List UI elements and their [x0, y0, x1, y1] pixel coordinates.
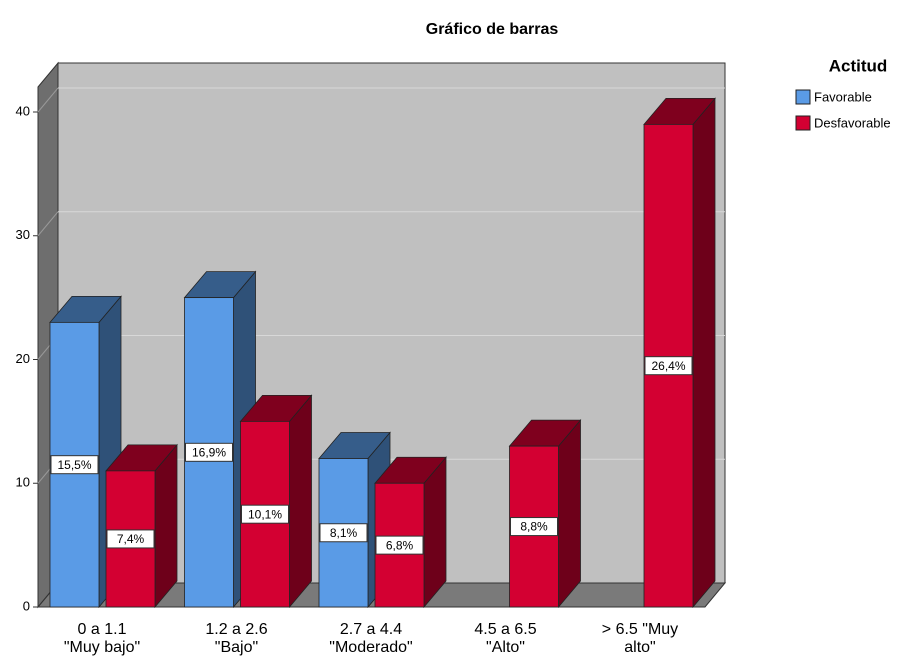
data-label-box [375, 535, 424, 555]
x-tick-label: > 6.5 "Muy alto" [602, 621, 678, 656]
x-tick-label: 2.7 a 4.4 "Moderado" [329, 621, 412, 656]
data-label-box [106, 529, 155, 549]
y-tick-label: 40 [16, 103, 30, 118]
bar-side [154, 443, 178, 609]
bar-side [289, 394, 312, 609]
data-label: 16,9% [192, 445, 226, 459]
bar [374, 456, 447, 609]
y-tick-label: 0 [23, 598, 30, 613]
y-tick-label: 30 [16, 227, 30, 242]
data-label-box [241, 504, 289, 524]
data-label-box [510, 517, 558, 537]
y-tick-label: 10 [16, 475, 30, 490]
data-label-box [50, 455, 99, 475]
data-label: 8,8% [520, 520, 548, 534]
grid-line [37, 87, 59, 113]
data-label: 26,4% [651, 359, 685, 373]
x-tick-label: 0 a 1.1 "Muy bajo" [64, 621, 140, 656]
bar [643, 97, 716, 609]
legend-label: Desfavorable [814, 115, 891, 130]
bar-side [692, 97, 716, 609]
x-tick-label: 4.5 a 6.5 "Alto" [474, 621, 536, 656]
data-label: 7,4% [117, 532, 145, 546]
data-label-box [644, 356, 693, 376]
data-label-box [319, 523, 368, 543]
data-label: 6,8% [386, 538, 414, 552]
data-label: 8,1% [330, 526, 358, 540]
bar [508, 419, 582, 609]
y-tick-label: 20 [16, 351, 30, 366]
x-tick-label: 1.2 a 2.6 "Bajo" [205, 621, 267, 656]
chart-title: Gráfico de barras [426, 21, 559, 38]
bar [105, 443, 178, 609]
data-label-box [185, 442, 233, 462]
legend-title: Actitud [829, 56, 888, 75]
legend-swatch [795, 115, 811, 131]
data-label: 15,5% [57, 458, 91, 472]
data-label: 10,1% [248, 507, 282, 521]
grid-line [37, 211, 59, 237]
bar [239, 394, 313, 609]
bar-side [558, 419, 581, 609]
legend-swatch [795, 89, 811, 105]
legend-label: Favorable [814, 89, 872, 104]
